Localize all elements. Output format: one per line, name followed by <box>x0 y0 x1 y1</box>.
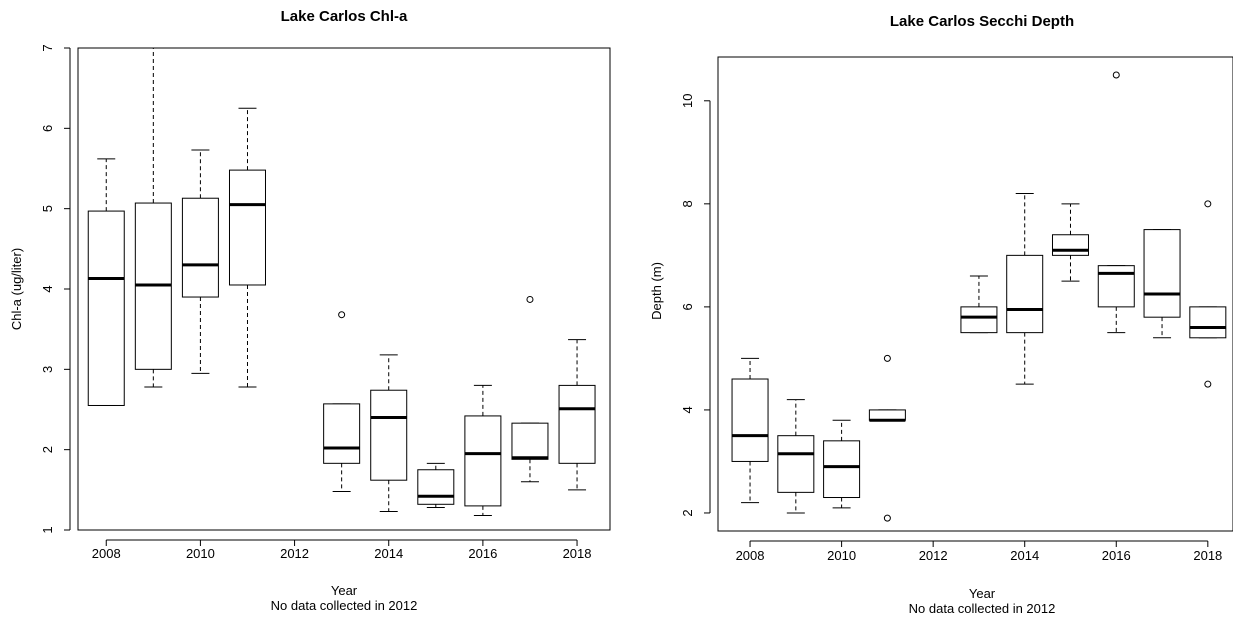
secchi-y-tick-label: 8 <box>680 200 695 207</box>
iqr-box <box>558 384 596 464</box>
chl-a-chart-title: Lake Carlos Chl-a <box>281 8 408 25</box>
secchi-box-2018 <box>1189 200 1227 388</box>
secchi-x-axis-note: No data collected in 2012 <box>909 601 1056 616</box>
chl-a-x-axis-label: Year <box>331 583 358 598</box>
secchi-y-tick-label: 6 <box>680 303 695 310</box>
chl-a-x-tick-label: 2012 <box>280 546 309 561</box>
chl-a-y-tick-label: 4 <box>40 285 55 292</box>
iqr-box <box>228 169 266 286</box>
iqr-box <box>1006 254 1044 334</box>
secchi-box-2009 <box>777 399 815 514</box>
chl-a-box-2015 <box>417 462 455 509</box>
iqr-box <box>1097 265 1135 308</box>
secchi-x-tick-label: 2016 <box>1102 548 1131 563</box>
chl-a-y-tick-label: 7 <box>40 44 55 51</box>
iqr-box <box>1143 229 1181 318</box>
chl-a-x-tick-label: 2016 <box>468 546 497 561</box>
chl-a-box-2011 <box>228 107 266 388</box>
chl-a-y-tick-label: 3 <box>40 366 55 373</box>
chl-a-y-tick-label: 2 <box>40 446 55 453</box>
outlier-point <box>883 354 891 362</box>
iqr-box <box>731 378 769 462</box>
secchi-x-tick-label: 2018 <box>1193 548 1222 563</box>
chl-a-x-tick-label: 2018 <box>563 546 592 561</box>
iqr-box <box>960 306 998 334</box>
chl-a-y-tick-label: 1 <box>40 526 55 533</box>
chl-a-box-2009 <box>134 47 172 388</box>
secchi-y-tick-label: 10 <box>680 94 695 108</box>
outlier-point <box>526 295 534 303</box>
iqr-box <box>464 415 502 507</box>
secchi-plot-frame <box>717 56 1233 532</box>
chl-a-box-2010 <box>181 149 219 374</box>
chl-a-boxes <box>87 47 596 517</box>
iqr-box <box>181 197 219 298</box>
chl-a-x-tick-label: 2008 <box>92 546 121 561</box>
secchi-chart-title: Lake Carlos Secchi Depth <box>890 13 1074 30</box>
iqr-box <box>823 440 861 499</box>
secchi-box-2014 <box>1006 193 1044 385</box>
chl-a-x-tick-label: 2010 <box>186 546 215 561</box>
chl-a-y-tick-label: 6 <box>40 125 55 132</box>
secchi-box-2008 <box>731 357 769 504</box>
secchi-y-tick-label: 2 <box>680 509 695 516</box>
chl-a-plot-frame <box>77 47 611 531</box>
chl-a-box-2013 <box>323 311 361 492</box>
chl-a-box-2014 <box>370 354 408 513</box>
secchi-box-2017 <box>1143 229 1181 339</box>
chl-a-y-axis-label: Chl-a (ug/liter) <box>9 248 24 330</box>
secchi-boxes <box>731 71 1227 522</box>
chl-a-box-2008 <box>87 158 125 406</box>
iqr-box <box>868 409 906 421</box>
secchi-box-2016 <box>1097 71 1135 334</box>
iqr-box <box>87 210 125 406</box>
secchi-x-axis-label: Year <box>969 586 996 601</box>
secchi-box-2011 <box>868 354 906 522</box>
secchi-x-tick-label: 2008 <box>736 548 765 563</box>
secchi-chart: Lake Carlos Secchi Depth Year No data co… <box>649 13 1233 616</box>
secchi-box-2013 <box>960 275 998 334</box>
outlier-point <box>1112 71 1120 79</box>
chl-a-box-2017 <box>511 295 549 483</box>
outlier-point <box>1204 200 1212 208</box>
secchi-x-tick-label: 2014 <box>1010 548 1039 563</box>
outlier-point <box>338 311 346 319</box>
secchi-box-2010 <box>823 419 861 509</box>
iqr-box <box>323 403 361 464</box>
chl-a-axes: 1 2 3 4 5 6 7 2008 2010 2012 2014 2016 2018 <box>40 44 592 561</box>
chl-a-box-2018 <box>558 339 596 491</box>
chl-a-x-tick-label: 2014 <box>374 546 403 561</box>
chl-a-y-tick-label: 5 <box>40 205 55 212</box>
outlier-point <box>1204 380 1212 388</box>
iqr-box <box>370 389 408 481</box>
chl-a-chart: Lake Carlos Chl-a Year No data collected… <box>9 8 611 613</box>
iqr-box <box>777 435 815 493</box>
chl-a-box-2016 <box>464 384 502 517</box>
iqr-box <box>1051 234 1089 256</box>
iqr-box <box>417 469 455 505</box>
secchi-y-tick-label: 4 <box>680 406 695 413</box>
iqr-box <box>1189 306 1227 339</box>
outlier-point <box>883 514 891 522</box>
chl-a-x-axis-note: No data collected in 2012 <box>271 598 418 613</box>
secchi-x-tick-label: 2012 <box>919 548 948 563</box>
secchi-x-tick-label: 2010 <box>827 548 856 563</box>
iqr-box <box>511 422 549 460</box>
secchi-y-axis-label: Depth (m) <box>649 262 664 320</box>
secchi-box-2015 <box>1051 203 1089 282</box>
secchi-axes: 2 4 6 8 10 2008 2010 2012 2014 2016 2018 <box>680 94 1222 563</box>
